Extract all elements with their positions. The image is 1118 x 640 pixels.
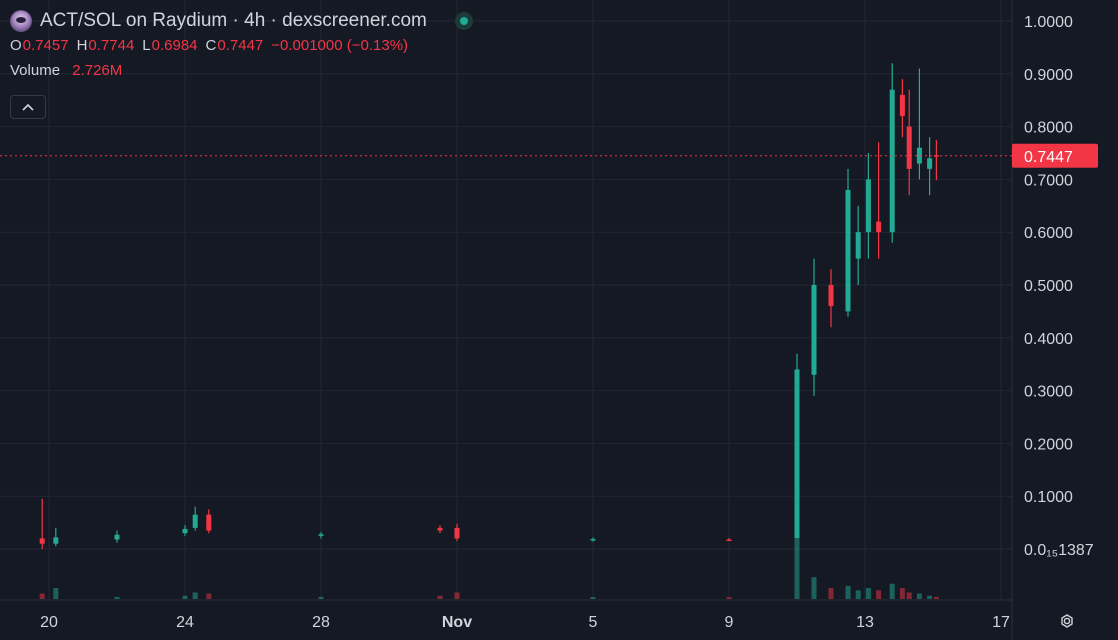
volume-bar	[39, 593, 45, 599]
candle-body	[192, 514, 198, 528]
last-price-tag	[1012, 143, 1098, 168]
candle-body	[889, 89, 895, 233]
open-label: O	[10, 37, 22, 54]
y-tick-label: 0.0₁₅1387	[1024, 542, 1094, 559]
x-tick-label: Nov	[442, 614, 472, 631]
candle-body	[53, 537, 59, 544]
candle-body	[794, 369, 800, 539]
candle-body	[206, 514, 212, 531]
candle-body	[182, 528, 188, 534]
ohlc-readout: O 0.7457 H 0.7744 L 0.6984 C 0.7447 −0.0…	[10, 37, 473, 54]
candle-body	[855, 232, 861, 259]
close-value: 0.7447	[217, 37, 264, 54]
candle-body	[916, 147, 922, 164]
x-tick-label: 20	[40, 614, 58, 631]
act-token-logo-icon	[10, 10, 32, 32]
close-label: C	[205, 37, 217, 54]
chart-settings-button[interactable]	[1055, 610, 1079, 632]
y-tick-label: 0.9000	[1024, 67, 1073, 84]
open-value: 0.7457	[22, 37, 69, 54]
volume-bar	[114, 596, 120, 599]
candle-body	[865, 179, 871, 233]
volume-bar	[794, 539, 800, 599]
y-tick-label: 0.3000	[1024, 384, 1073, 401]
y-tick-label: 0.1000	[1024, 489, 1073, 506]
high-value: 0.7744	[88, 37, 135, 54]
candle-body	[828, 285, 834, 307]
candle-body	[811, 285, 817, 375]
candle-body	[437, 527, 443, 531]
volume-bars	[39, 539, 939, 599]
volume-bar	[927, 595, 933, 599]
volume-bar	[828, 588, 834, 599]
candle-body	[114, 534, 120, 540]
y-tick-label: 0.6000	[1024, 225, 1073, 242]
candle-body	[876, 221, 882, 233]
y-tick-label: 0.2000	[1024, 436, 1073, 453]
candle-body	[454, 527, 460, 539]
x-tick-label: 24	[176, 614, 194, 631]
volume-label: Volume	[10, 62, 61, 79]
volume-bar	[889, 583, 895, 599]
volume-bar	[906, 592, 912, 599]
candle-body	[899, 94, 905, 117]
price-axis: 1.0000 0.9000 0.8000 0.7000 0.6000 0.5000 0.40…	[1011, 0, 1094, 640]
candle-body	[906, 126, 912, 169]
y-tick-label: 0.5000	[1024, 278, 1073, 295]
volume-bar	[590, 597, 596, 599]
y-tick-label: 0.8000	[1024, 120, 1073, 137]
candle-body	[318, 534, 324, 536]
candle-body	[927, 158, 933, 169]
grid-lines	[0, 0, 1012, 600]
x-tick-label: 9	[725, 614, 734, 631]
volume-bar	[899, 588, 905, 599]
volume-bar	[845, 585, 851, 599]
volume-bar	[855, 590, 861, 599]
volume-bar	[454, 592, 460, 599]
candle-body	[845, 189, 851, 312]
volume-bar	[318, 596, 324, 599]
live-status-dot-icon[interactable]	[454, 12, 473, 30]
volume-bar	[206, 593, 212, 599]
time-axis: 20 24 28 Nov 5 9 13 17	[0, 599, 1012, 631]
volume-bar	[865, 588, 871, 599]
x-tick-label: 17	[992, 614, 1010, 631]
high-label: H	[76, 37, 88, 54]
candle-body	[590, 538, 596, 541]
volume-bar	[933, 596, 939, 599]
low-value: 0.6984	[151, 37, 198, 54]
volume-bar	[876, 590, 882, 599]
x-tick-label: 13	[856, 614, 874, 631]
volume-bar	[182, 595, 188, 599]
low-label: L	[142, 37, 151, 54]
last-price-label: 0.7447	[1024, 149, 1073, 166]
volume-bar	[726, 597, 732, 599]
volume-value: 2.726M	[72, 62, 123, 79]
volume-bar	[916, 593, 922, 599]
y-tick-label: 0.7000	[1024, 172, 1073, 189]
change-value: −0.001000 (−0.13%)	[271, 37, 409, 54]
x-tick-label: 28	[312, 614, 330, 631]
y-tick-label: 0.4000	[1024, 331, 1073, 348]
y-tick-label: 1.0000	[1024, 14, 1073, 31]
gear-icon	[1061, 614, 1073, 628]
volume-bar	[53, 588, 59, 599]
candle-body	[726, 539, 732, 541]
volume-bar	[437, 595, 443, 599]
chart-title: ACT/SOL on Raydium · 4h · dexscreener.co…	[40, 10, 427, 31]
volume-readout: Volume 2.726M	[10, 62, 473, 79]
chart-header: ACT/SOL on Raydium · 4h · dexscreener.co…	[10, 8, 473, 79]
chevron-up-icon	[22, 103, 34, 111]
last-price-line: 0.7447	[0, 143, 1098, 168]
candlesticks	[39, 63, 939, 549]
x-tick-label: 5	[589, 614, 598, 631]
candle-body	[39, 538, 45, 544]
volume-bar	[811, 577, 817, 599]
collapse-legend-button[interactable]	[10, 95, 46, 119]
volume-bar	[192, 592, 198, 599]
